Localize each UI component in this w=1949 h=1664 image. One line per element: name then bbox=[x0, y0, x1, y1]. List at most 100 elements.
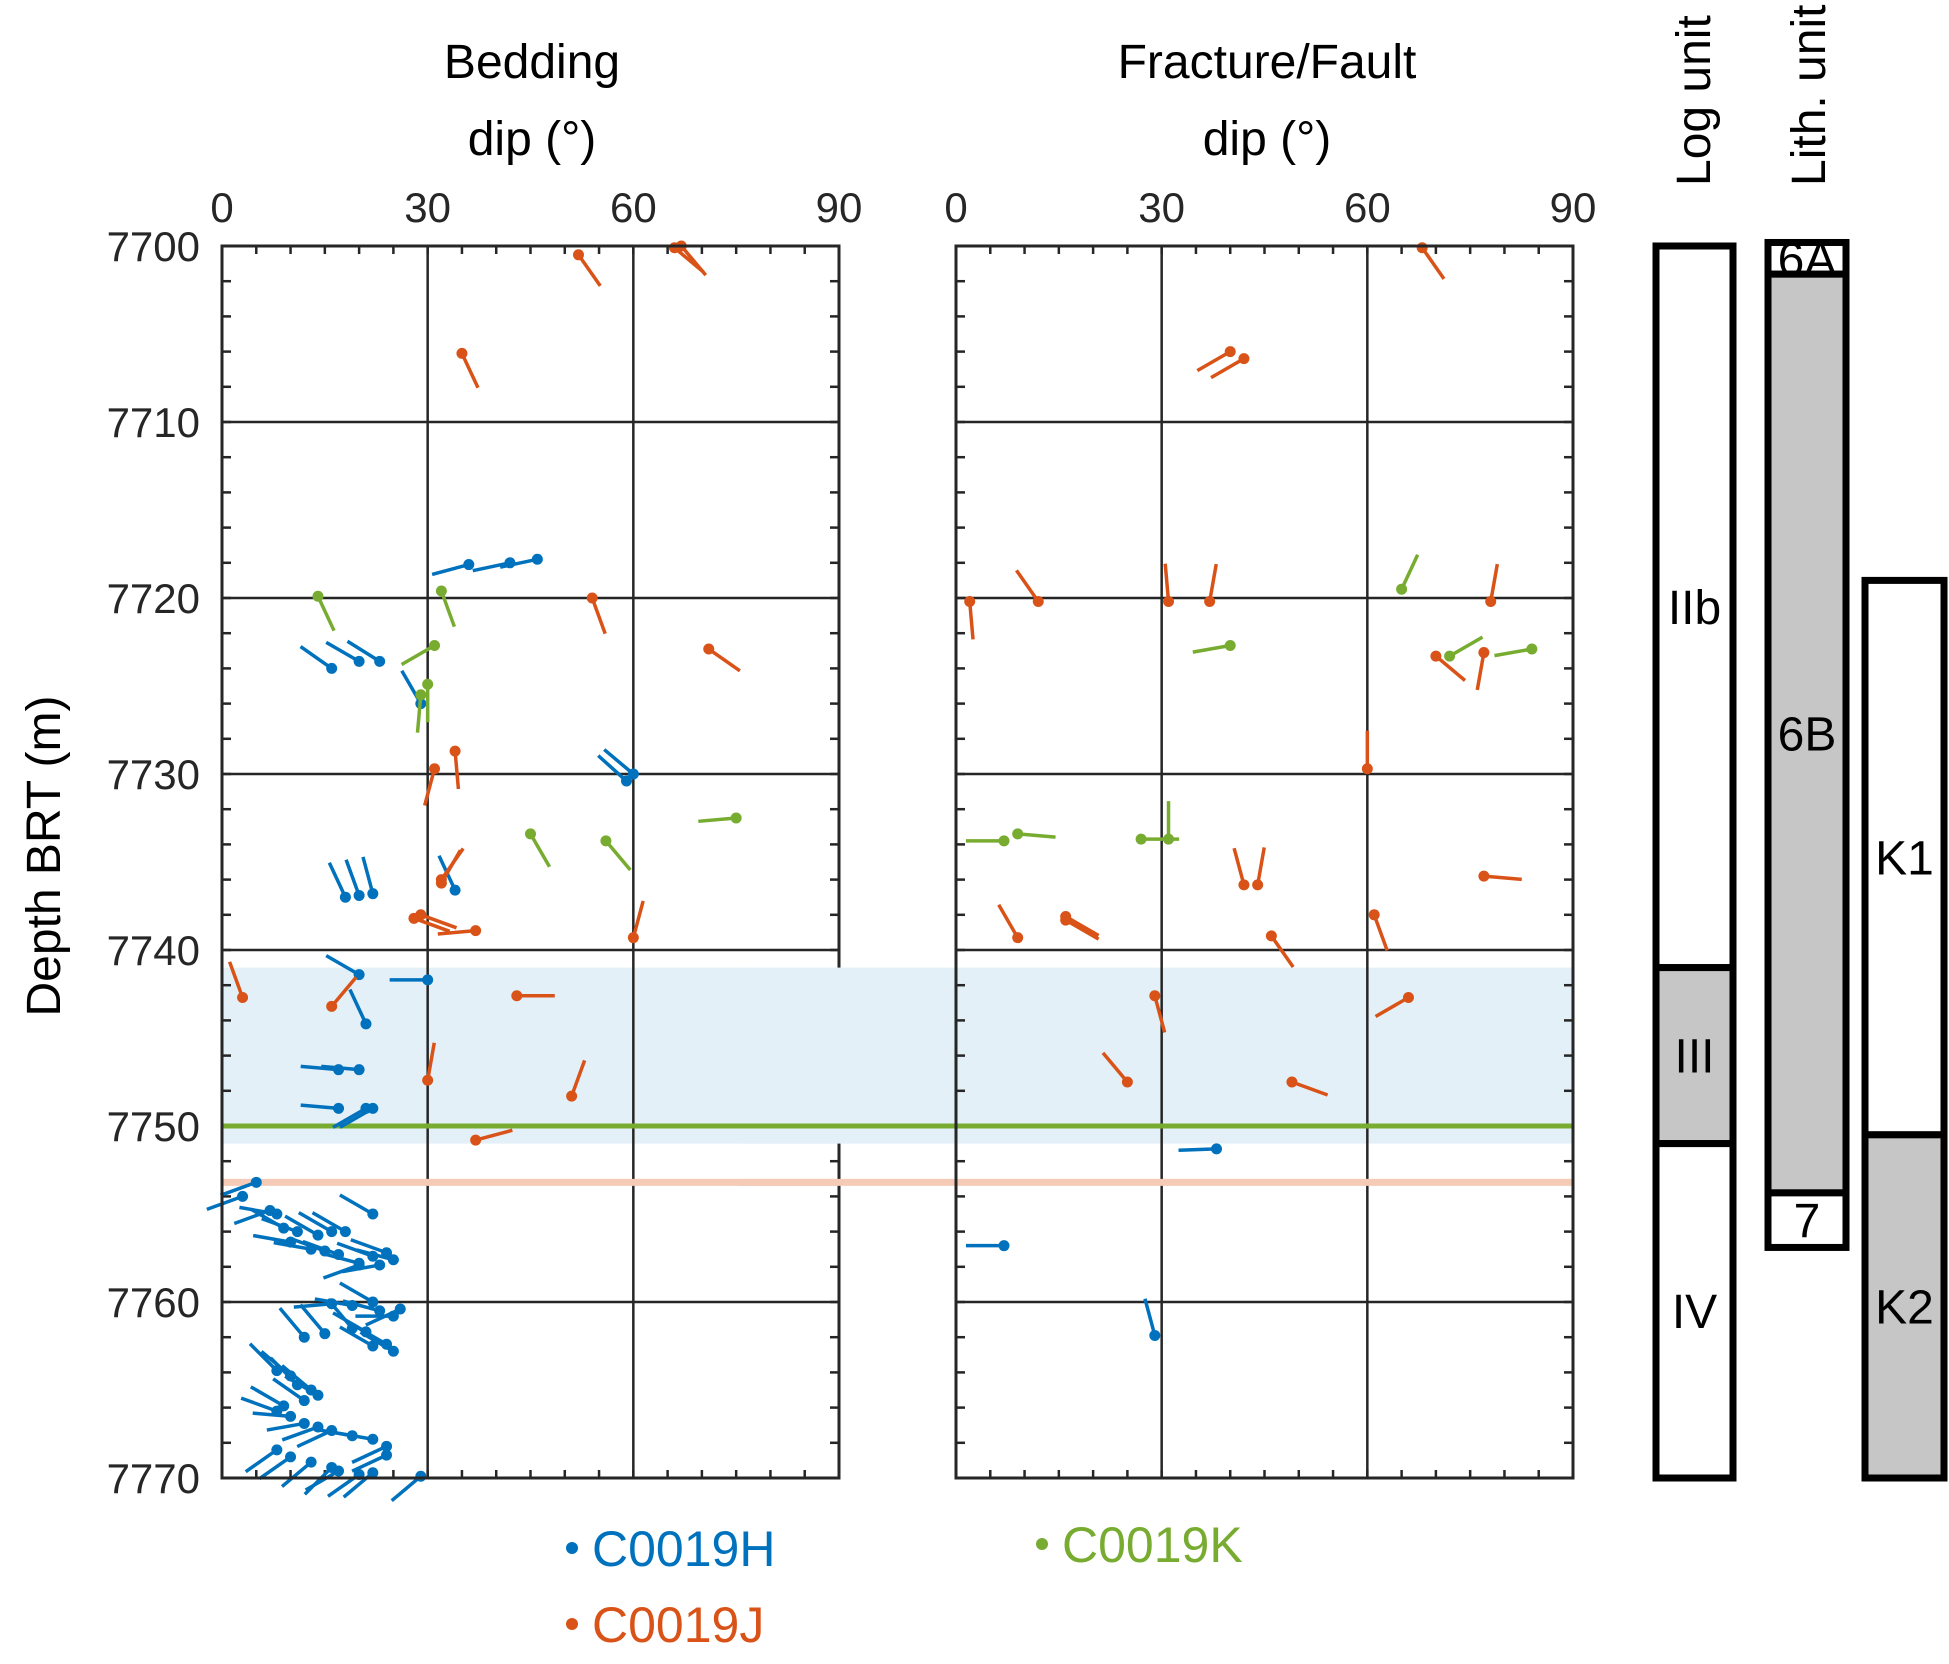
tadpole-tail bbox=[280, 1364, 313, 1392]
unit-box bbox=[1764, 270, 1850, 1197]
tadpole-tail bbox=[352, 1323, 388, 1346]
data-point-c0019h bbox=[531, 553, 543, 565]
data-point-c0019h bbox=[374, 655, 386, 667]
x-tick-label: 60 bbox=[1344, 184, 1391, 231]
tadpole-tail bbox=[425, 1042, 436, 1081]
tadpole-tail bbox=[604, 839, 632, 872]
data-point-c0019h bbox=[998, 1240, 1010, 1252]
tadpole-tail bbox=[321, 1251, 360, 1265]
tadpole-tail bbox=[590, 597, 607, 635]
tadpole-tail bbox=[339, 1193, 374, 1216]
tadpole-tail bbox=[413, 916, 451, 933]
lith-unit-title: Lith. unit bbox=[1783, 5, 1836, 186]
x-tick-label: 30 bbox=[1138, 184, 1185, 231]
data-point-c0019h bbox=[353, 1064, 365, 1076]
data-point-c0019h bbox=[463, 559, 475, 571]
tadpole-tail bbox=[284, 1374, 319, 1397]
tadpole-tail bbox=[1192, 643, 1231, 654]
tadpole-tail bbox=[325, 640, 360, 663]
data-point-c0019j bbox=[1060, 914, 1072, 926]
fracture-title-line1: Fracture/Fault bbox=[1118, 36, 1417, 89]
data-point-c0019j bbox=[1286, 1076, 1298, 1088]
y-tick-label: 7700 bbox=[107, 223, 200, 270]
data-point-c0019j bbox=[456, 347, 468, 359]
data-point-c0019j bbox=[566, 1090, 578, 1102]
bedding-title-line2: dip (°) bbox=[468, 113, 597, 166]
tadpole-tail bbox=[239, 1205, 278, 1216]
tadpole-tail bbox=[278, 1306, 306, 1339]
unit-box bbox=[1861, 1131, 1948, 1482]
data-point-c0019h bbox=[326, 662, 338, 674]
unit-box bbox=[1652, 964, 1737, 1148]
tadpole-tail bbox=[420, 913, 458, 930]
tadpole-tail bbox=[1143, 1298, 1157, 1336]
data-point-c0019k bbox=[1163, 833, 1175, 845]
tadpole-tail bbox=[327, 862, 347, 898]
tadpole-tail bbox=[339, 1325, 374, 1348]
y-tick-label: 7770 bbox=[107, 1455, 200, 1502]
legend-marker bbox=[566, 1618, 578, 1630]
unit-box bbox=[1861, 576, 1948, 1139]
data-point-c0019j bbox=[1012, 932, 1024, 944]
tadpole-tail bbox=[597, 754, 628, 783]
data-point-c0019h bbox=[367, 1467, 379, 1479]
tadpole-tail bbox=[528, 832, 552, 868]
data-point-c0019h bbox=[285, 1451, 297, 1463]
tadpole-tail bbox=[342, 1299, 381, 1313]
tadpole-tail bbox=[272, 1377, 306, 1402]
data-point-c0019h bbox=[305, 1456, 317, 1468]
data-point-c0019h bbox=[367, 1102, 379, 1114]
data-point-c0019h bbox=[415, 1470, 427, 1482]
data-point-c0019h bbox=[374, 1259, 386, 1271]
tadpole-tail bbox=[400, 644, 436, 667]
data-point-c0019h bbox=[312, 1389, 324, 1401]
tadpole-tail bbox=[1196, 350, 1232, 373]
data-point-c0019h bbox=[449, 884, 461, 896]
data-point-c0019j bbox=[1361, 763, 1373, 775]
tadpole-tail bbox=[321, 1064, 360, 1072]
data-point-c0019j bbox=[1478, 647, 1490, 659]
data-point-c0019j bbox=[326, 1000, 338, 1012]
tadpole-tail bbox=[299, 645, 333, 670]
tadpole-tail bbox=[1178, 1147, 1217, 1152]
data-point-c0019j bbox=[1238, 353, 1250, 365]
unit-label: 7 bbox=[1794, 1195, 1821, 1248]
x-tick-label: 30 bbox=[404, 184, 451, 231]
tadpole-tail bbox=[280, 1460, 313, 1488]
tadpole-tail bbox=[332, 1106, 367, 1129]
x-tick-label: 0 bbox=[944, 184, 967, 231]
tadpole-tail bbox=[300, 1103, 339, 1111]
tadpole-tail bbox=[1207, 563, 1218, 602]
data-point-c0019j bbox=[422, 1074, 434, 1086]
tadpole-tail bbox=[1255, 847, 1266, 886]
tadpole-tail bbox=[252, 1411, 291, 1419]
fracture-title-line2: dip (°) bbox=[1203, 113, 1332, 166]
data-point-c0019h bbox=[367, 1433, 379, 1445]
legend-item-c0019j: C0019J bbox=[566, 1597, 764, 1653]
legend-item-c0019h: C0019H bbox=[566, 1521, 775, 1577]
x-tick-label: 60 bbox=[610, 184, 657, 231]
tadpole-tail bbox=[1101, 1051, 1129, 1084]
tadpole-tail bbox=[304, 1469, 340, 1492]
tadpole-tail bbox=[1153, 995, 1167, 1033]
unit-label: IIb bbox=[1668, 582, 1721, 635]
data-point-c0019h bbox=[367, 1208, 379, 1220]
data-point-c0019h bbox=[326, 1226, 338, 1238]
data-point-c0019j bbox=[1224, 346, 1236, 358]
tadpole-tail bbox=[365, 1307, 401, 1327]
tadpole-tail bbox=[1291, 1080, 1329, 1097]
data-point-c0019j bbox=[1430, 650, 1442, 662]
data-point-c0019j bbox=[572, 249, 584, 261]
data-point-c0019j bbox=[1485, 596, 1497, 608]
data-point-c0019j bbox=[415, 909, 427, 921]
data-point-c0019h bbox=[422, 974, 434, 986]
legend-label: C0019K bbox=[1062, 1517, 1243, 1573]
log-unit-title: Log unit bbox=[1668, 15, 1721, 186]
tadpole-tail bbox=[240, 1396, 278, 1413]
tadpole-tail bbox=[356, 1248, 394, 1262]
tadpole-tail bbox=[1374, 996, 1410, 1019]
tadpole-tail bbox=[1420, 246, 1446, 280]
data-point-c0019j bbox=[1252, 879, 1264, 891]
data-point-c0019h bbox=[333, 1465, 345, 1477]
